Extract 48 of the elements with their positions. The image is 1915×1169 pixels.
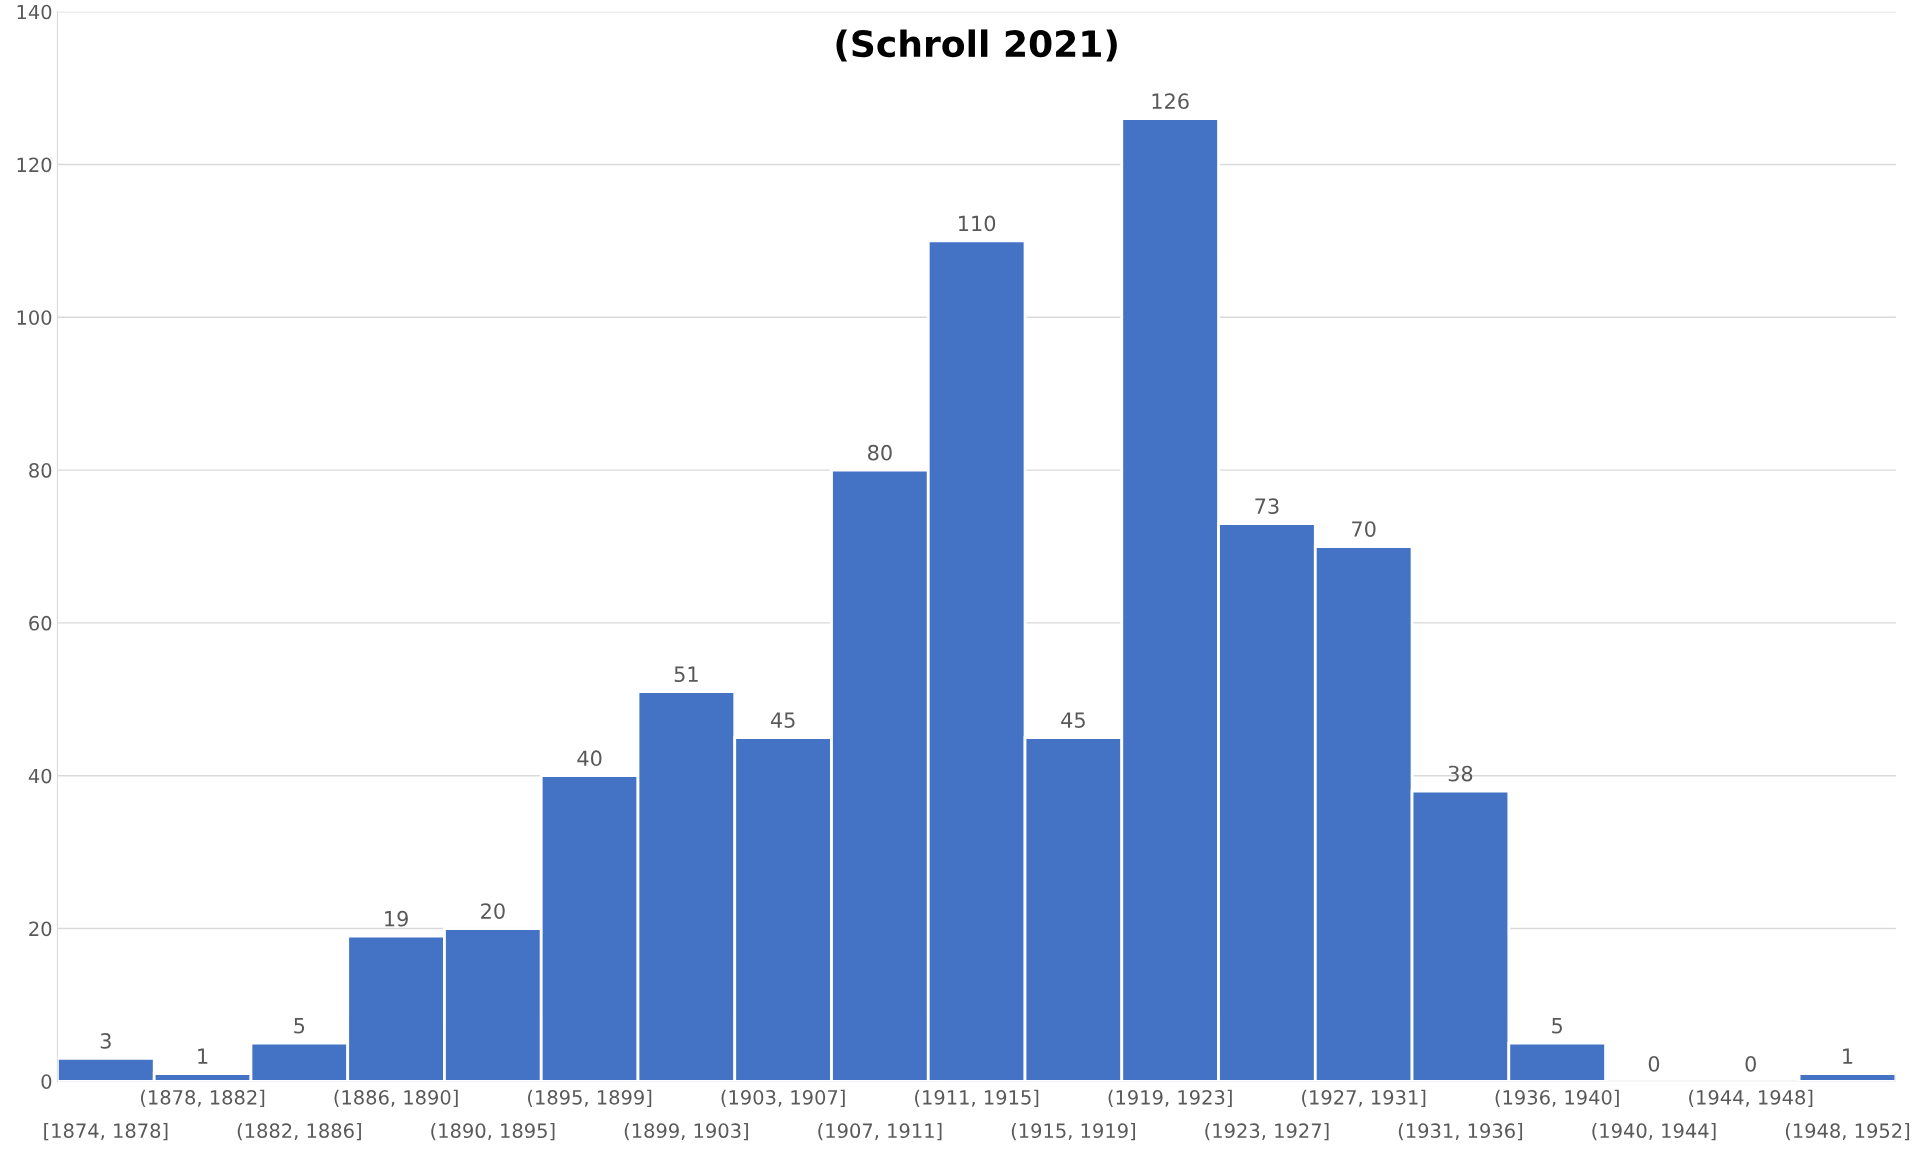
y-tick-label: 140 — [17, 4, 52, 20]
data-label: 110 — [959, 215, 996, 232]
data-label: 40 — [577, 750, 602, 767]
data-label: 70 — [1352, 521, 1376, 537]
y-tick-label: 40 — [28, 768, 52, 784]
x-tick-label: (1899, 1903] — [624, 1122, 748, 1141]
x-tick-label: (1927, 1931] — [1302, 1089, 1426, 1107]
x-tick-label: (1915, 1919] — [1011, 1122, 1135, 1141]
data-label: 1 — [198, 1048, 208, 1064]
x-tick-label: (1923, 1927] — [1205, 1122, 1329, 1141]
x-tick-label: (1895, 1899] — [528, 1089, 652, 1107]
data-label: 5 — [1552, 1018, 1563, 1034]
data-label: 73 — [1255, 498, 1279, 514]
data-label: 20 — [481, 903, 505, 919]
x-tick-label: (1948, 1952] — [1785, 1122, 1910, 1141]
data-label: 80 — [868, 444, 892, 461]
x-tick-label: (1886, 1890] — [334, 1089, 458, 1107]
data-label: 3 — [100, 1033, 111, 1049]
chart-title: (Schroll 2021) — [836, 29, 1117, 62]
x-tick-label: [1874, 1878] — [44, 1122, 168, 1141]
data-label: 51 — [674, 666, 698, 683]
data-label: 38 — [1448, 765, 1473, 782]
x-tick-label: (1919, 1923] — [1108, 1089, 1232, 1107]
y-tick-label: 120 — [17, 157, 52, 173]
bar — [1797, 1072, 1896, 1082]
x-tick-label: (1931, 1936] — [1398, 1122, 1523, 1141]
data-label: 45 — [1061, 712, 1085, 728]
x-tick-label: (1890, 1895] — [431, 1122, 555, 1141]
x-tick-label: (1944, 1948] — [1689, 1089, 1813, 1107]
y-tick-label: 0 — [41, 1074, 52, 1089]
x-tick-label: (1878, 1882] — [141, 1089, 265, 1107]
data-label: 1 — [1843, 1048, 1853, 1064]
x-tick-label: (1911, 1915] — [915, 1089, 1039, 1107]
x-tick-label: (1882, 1886] — [237, 1122, 361, 1141]
y-tick-label: 100 — [17, 310, 52, 325]
data-label: 45 — [770, 712, 795, 728]
x-tick-label: (1903, 1907] — [721, 1089, 845, 1107]
data-label: 0 — [1745, 1055, 1756, 1072]
data-label: 126 — [1152, 93, 1189, 110]
data-label: 5 — [294, 1018, 305, 1034]
x-tick-label: (1936, 1940] — [1495, 1089, 1619, 1107]
x-tick-label: (1940, 1944] — [1592, 1122, 1716, 1141]
y-tick-label: 20 — [29, 921, 52, 937]
data-label: 0 — [1648, 1055, 1660, 1072]
y-tick-label: 60 — [29, 615, 52, 631]
data-label: 19 — [385, 910, 408, 927]
x-tick-label: (1907, 1911] — [818, 1122, 942, 1141]
y-tick-label: 80 — [29, 463, 52, 478]
